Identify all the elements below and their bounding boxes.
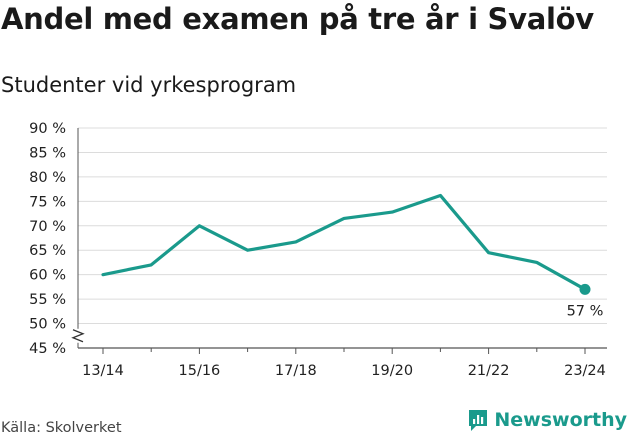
newsworthy-logo-icon xyxy=(469,410,488,431)
series-line xyxy=(101,193,587,291)
brand-logo: Newsworthy xyxy=(467,408,627,432)
line-chart: 45 % 50 % 55 % 60 % 65 % 70 % 75 % 80 % 85 % 90 %… xyxy=(29,121,607,379)
y-tick-label: 45 % xyxy=(29,341,66,357)
y-tick-label: 80 % xyxy=(29,170,66,186)
y-tick-label: 75 % xyxy=(29,194,66,210)
chart-title: Andel med examen på tre år i Svalöv xyxy=(1,2,594,36)
source-note: Källa: Skolverket xyxy=(1,420,122,436)
y-tick-label: 90 % xyxy=(29,121,66,137)
y-tick-label: 60 % xyxy=(29,268,66,284)
y-tick-label: 55 % xyxy=(29,292,66,308)
chart-subtitle: Studenter vid yrkesprogram xyxy=(1,73,297,97)
x-tick-label: 23/24 xyxy=(564,363,606,379)
x-tick-label: 21/22 xyxy=(468,363,510,379)
y-tick-label: 70 % xyxy=(29,219,66,235)
x-tick-label: 19/20 xyxy=(371,363,413,379)
y-tick-label: 85 % xyxy=(29,145,66,161)
x-tick-label: 13/14 xyxy=(82,363,124,379)
x-tick-label: 17/18 xyxy=(275,363,317,379)
brand-name: Newsworthy xyxy=(494,409,627,431)
axis-break-icon xyxy=(71,329,85,343)
end-value-label: 57 % xyxy=(567,303,604,319)
y-tick-label: 50 % xyxy=(29,317,66,333)
x-tick-label: 15/16 xyxy=(179,363,221,379)
y-tick-label: 65 % xyxy=(29,243,66,259)
end-point xyxy=(579,283,591,295)
